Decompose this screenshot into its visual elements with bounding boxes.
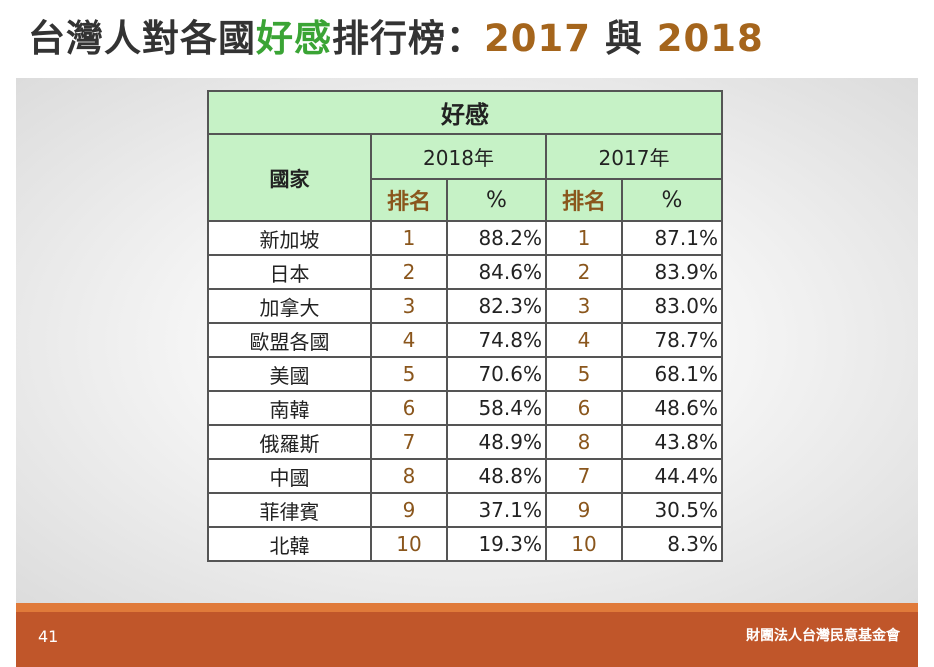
organization: 財團法人台灣民意基金會 xyxy=(746,628,900,644)
table-row: 日本 2 84.6% 2 83.9% xyxy=(207,254,723,290)
country-header: 國家 xyxy=(207,133,372,222)
table-row: 南韓 6 58.4% 6 48.6% xyxy=(207,390,723,426)
rank: 3 xyxy=(545,288,623,324)
rank: 5 xyxy=(370,356,448,392)
rank: 8 xyxy=(370,458,448,494)
percent: 19.3% xyxy=(446,526,547,562)
rank: 10 xyxy=(370,526,448,562)
page-number: 41 xyxy=(38,627,59,646)
country: 俄羅斯 xyxy=(207,424,372,460)
country: 美國 xyxy=(207,356,372,392)
rank: 3 xyxy=(370,288,448,324)
country: 新加坡 xyxy=(207,220,372,256)
percent: 68.1% xyxy=(621,356,723,392)
table-row: 中國 8 48.8% 7 44.4% xyxy=(207,458,723,494)
title-part: 排行榜： xyxy=(332,17,484,60)
footer-stripe xyxy=(16,603,918,612)
percent: 74.8% xyxy=(446,322,547,358)
title-part: 好感 xyxy=(256,17,332,60)
country: 南韓 xyxy=(207,390,372,426)
percent: 43.8% xyxy=(621,424,723,460)
rank: 1 xyxy=(545,220,623,256)
table-row: 加拿大 3 82.3% 3 83.0% xyxy=(207,288,723,324)
title-part: 2017 xyxy=(484,17,591,60)
slide-title: 台灣人對各國好感排行榜：2017 與 2018 xyxy=(28,8,764,62)
year-header: 2018年 xyxy=(370,133,547,180)
sub-header: 排名 xyxy=(545,178,623,222)
ranking-table: 好感 國家 2018年 2017年 排名% 排名% 新加坡 1 88.2% 1 87.1%… xyxy=(207,90,723,562)
percent: 82.3% xyxy=(446,288,547,324)
title-part: 台灣人對各國 xyxy=(28,17,256,60)
year-header: 2017年 xyxy=(545,133,723,180)
sub-header: % xyxy=(446,178,547,222)
table-row: 歐盟各國 4 74.8% 4 78.7% xyxy=(207,322,723,358)
percent: 8.3% xyxy=(621,526,723,562)
rank: 1 xyxy=(370,220,448,256)
percent: 48.6% xyxy=(621,390,723,426)
rank: 10 xyxy=(545,526,623,562)
percent: 44.4% xyxy=(621,458,723,494)
percent: 48.9% xyxy=(446,424,547,460)
rank: 8 xyxy=(545,424,623,460)
title-part: 與 xyxy=(590,17,657,60)
footer-bar xyxy=(16,612,918,667)
table-caption: 好感 xyxy=(207,90,723,135)
rank: 9 xyxy=(545,492,623,528)
rank: 9 xyxy=(370,492,448,528)
percent: 37.1% xyxy=(446,492,547,528)
rank: 2 xyxy=(370,254,448,290)
rank: 7 xyxy=(370,424,448,460)
country: 北韓 xyxy=(207,526,372,562)
rank: 2 xyxy=(545,254,623,290)
percent: 30.5% xyxy=(621,492,723,528)
table-row: 新加坡 1 88.2% 1 87.1% xyxy=(207,220,723,256)
percent: 88.2% xyxy=(446,220,547,256)
percent: 83.0% xyxy=(621,288,723,324)
rank: 6 xyxy=(370,390,448,426)
rank: 6 xyxy=(545,390,623,426)
percent: 70.6% xyxy=(446,356,547,392)
rank: 4 xyxy=(545,322,623,358)
country: 日本 xyxy=(207,254,372,290)
percent: 84.6% xyxy=(446,254,547,290)
percent: 87.1% xyxy=(621,220,723,256)
rank: 7 xyxy=(545,458,623,494)
table-row: 俄羅斯 7 48.9% 8 43.8% xyxy=(207,424,723,460)
percent: 58.4% xyxy=(446,390,547,426)
country: 歐盟各國 xyxy=(207,322,372,358)
country: 中國 xyxy=(207,458,372,494)
percent: 83.9% xyxy=(621,254,723,290)
table-row: 美國 5 70.6% 5 68.1% xyxy=(207,356,723,392)
table-row: 北韓 10 19.3% 10 8.3% xyxy=(207,526,723,562)
percent: 48.8% xyxy=(446,458,547,494)
country: 加拿大 xyxy=(207,288,372,324)
rank: 4 xyxy=(370,322,448,358)
country: 菲律賓 xyxy=(207,492,372,528)
sub-header: 排名 xyxy=(370,178,448,222)
title-part: 2018 xyxy=(656,17,764,60)
rank: 5 xyxy=(545,356,623,392)
percent: 78.7% xyxy=(621,322,723,358)
table-row: 菲律賓 9 37.1% 9 30.5% xyxy=(207,492,723,528)
sub-header: % xyxy=(621,178,723,222)
